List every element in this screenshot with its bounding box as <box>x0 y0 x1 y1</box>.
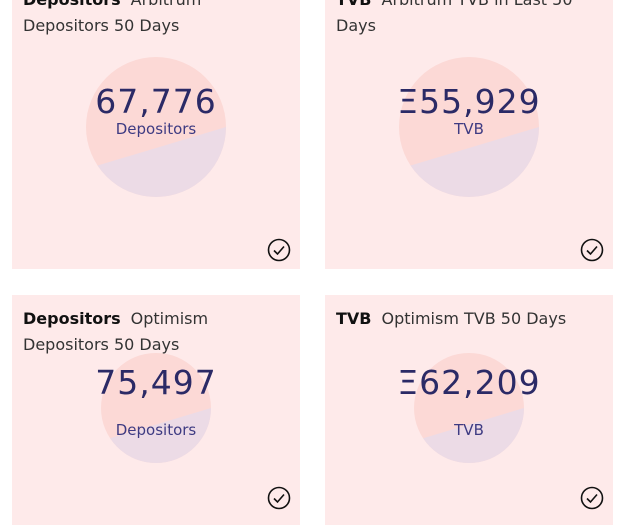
metric-card: TVBArbitrum TVB in Last 50 DaysΞ55,929TV… <box>325 0 613 269</box>
metric-card: DepositorsArbitrum Depositors 50 Days67,… <box>12 0 300 269</box>
check-mark <box>586 245 598 256</box>
disc-bottom <box>86 127 226 197</box>
check-ring <box>580 238 604 262</box>
card-title: Optimism Depositors 50 Days <box>23 309 209 354</box>
metric-card: Depositors Optimism Depositors 50 Days 75,… <box>12 295 300 525</box>
card-header: Depositors Optimism Depositors 50 Days <box>23 306 290 358</box>
check-ring <box>267 486 291 510</box>
check-mark <box>273 493 285 504</box>
card-header: TVBArbitrum TVB in Last 50 Days <box>336 0 603 39</box>
page: DepositorsArbitrum Depositors 50 Days67,… <box>12 0 613 525</box>
card-label: TVB <box>336 309 372 328</box>
check-mark <box>586 493 598 504</box>
metric-unit: TVB <box>454 120 484 138</box>
chart-disc <box>414 353 524 463</box>
metric-value: Ξ55,929 <box>397 82 541 121</box>
metric-unit: Depositors <box>115 421 197 439</box>
chart-disc <box>399 57 539 197</box>
metric-value: 67,776 <box>95 82 217 121</box>
chart-disc <box>86 57 226 197</box>
disc-bottom <box>399 127 539 197</box>
metric-card: TVB Optimism TVB 50 Days Ξ62,209 TVB <box>325 295 613 525</box>
card-label: Depositors <box>23 0 121 9</box>
check-button[interactable] <box>266 485 292 511</box>
metric-value: Ξ62,209 <box>397 363 541 402</box>
metric-unit: TVB <box>454 421 484 439</box>
card-header: DepositorsArbitrum Depositors 50 Days <box>23 0 290 39</box>
check-button[interactable] <box>579 485 605 511</box>
check-button[interactable] <box>579 237 605 263</box>
disc-bottom <box>414 408 524 463</box>
card-title: Arbitrum Depositors 50 Days <box>23 0 201 35</box>
chart-disc <box>101 353 211 463</box>
card-label: Depositors <box>23 309 121 328</box>
card-title: Optimism TVB 50 Days <box>381 309 567 328</box>
check-button[interactable] <box>266 237 292 263</box>
metric-unit: Depositors <box>115 120 197 138</box>
check-mark <box>273 245 285 256</box>
metric-value: 75,497 <box>95 363 217 402</box>
check-ring <box>580 486 604 510</box>
disc-bottom <box>101 408 211 463</box>
card-header: TVB Optimism TVB 50 Days <box>336 306 603 332</box>
check-ring <box>267 238 291 262</box>
card-label: TVB <box>336 0 372 9</box>
card-title: Arbitrum TVB in Last 50 Days <box>336 0 573 35</box>
